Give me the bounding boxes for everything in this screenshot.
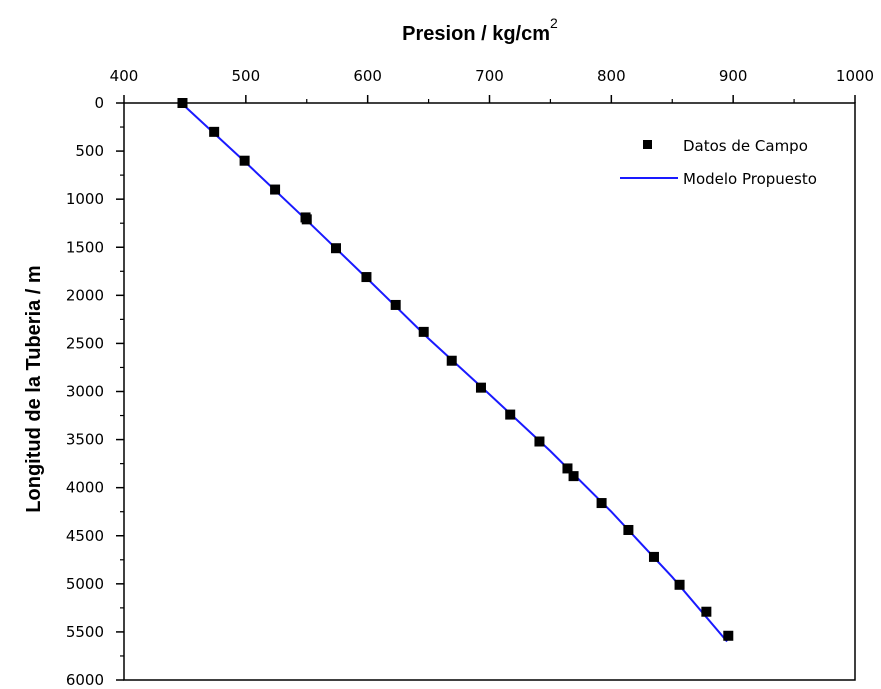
data-point-datos-de-campo (239, 155, 250, 166)
x-axis-title: Presion / kg/cm2 (402, 15, 558, 45)
y-tick-label: 6000 (66, 671, 104, 689)
y-tick-label: 2000 (66, 286, 104, 304)
series (177, 98, 734, 643)
data-point-datos-de-campo (562, 463, 573, 474)
x-tick-label: 400 (110, 67, 139, 85)
data-point-datos-de-campo (418, 326, 429, 337)
y-tick-label: 4500 (66, 527, 104, 545)
x-axis-title-text: Presion / kg/cm (402, 23, 550, 45)
ticks: 400 500 600 700 800 900 1000 0 500 1000 1500 2000 25… (66, 67, 874, 689)
axes (123, 102, 856, 681)
data-point-datos-de-campo (701, 606, 712, 617)
series-line-modelo-propuesto (180, 102, 728, 643)
legend-label-datos-de-campo: Datos de Campo (683, 137, 808, 155)
data-point-datos-de-campo (723, 630, 734, 641)
x-tick-label: 700 (475, 67, 504, 85)
y-tick-label: 0 (94, 94, 104, 112)
data-point-datos-de-campo (596, 498, 607, 509)
y-tick-label: 2500 (66, 334, 104, 352)
y-tick-label: 1000 (66, 190, 104, 208)
data-point-datos-de-campo (446, 355, 457, 366)
x-axis-title-superscript: 2 (550, 15, 558, 31)
y-tick-label: 3500 (66, 431, 104, 449)
data-point-datos-de-campo (301, 214, 312, 225)
data-point-datos-de-campo (177, 98, 188, 108)
y-tick-label: 3000 (66, 383, 104, 401)
legend-label-modelo-propuesto: Modelo Propuesto (683, 170, 817, 188)
x-tick-label: 600 (353, 67, 382, 85)
y-tick-label: 5500 (66, 623, 104, 641)
x-tick-label: 1000 (836, 67, 874, 85)
x-tick-label: 500 (232, 67, 261, 85)
x-tick-label: 800 (597, 67, 626, 85)
data-point-datos-de-campo (648, 551, 659, 562)
data-point-datos-de-campo (390, 299, 401, 310)
data-point-datos-de-campo (330, 243, 341, 254)
data-point-datos-de-campo (475, 382, 486, 393)
legend: Datos de Campo Modelo Propuesto (620, 137, 817, 188)
data-point-datos-de-campo (361, 272, 372, 283)
x-tick-label: 900 (719, 67, 748, 85)
y-axis-title: Longitud de la Tuberia / m (23, 265, 45, 512)
data-point-datos-de-campo (270, 184, 281, 195)
plot-frame (123, 102, 856, 681)
y-tick-label: 500 (75, 142, 104, 160)
data-point-datos-de-campo (505, 409, 516, 420)
data-point-datos-de-campo (623, 524, 634, 535)
y-tick-label: 1500 (66, 238, 104, 256)
data-point-datos-de-campo (534, 436, 545, 447)
y-tick-label: 5000 (66, 575, 104, 593)
legend-marker-datos-de-campo (643, 140, 652, 149)
data-point-datos-de-campo (568, 471, 579, 482)
data-point-datos-de-campo (209, 126, 220, 137)
data-point-datos-de-campo (674, 579, 685, 590)
y-tick-label: 4000 (66, 479, 104, 497)
